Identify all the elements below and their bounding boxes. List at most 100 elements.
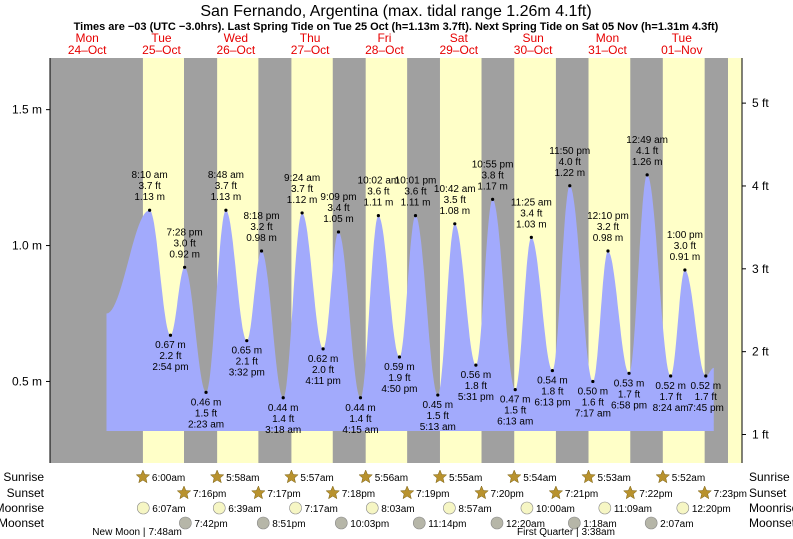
event-time: 5:52am — [672, 473, 705, 484]
sunrise-icon — [506, 469, 522, 484]
event-time: 6:07am — [152, 504, 185, 515]
day-name: Thu — [300, 31, 321, 45]
high-tide-label: 9:09 pm3.4 ft1.05 m — [320, 192, 356, 225]
tide-label-line: 9:09 pm — [320, 192, 356, 203]
high-tide-point — [336, 230, 341, 234]
high-tide-label: 10:01 pm3.6 ft1.11 m — [395, 176, 437, 209]
chart-title: San Fernando, Argentina (max. tidal rang… — [200, 3, 591, 20]
day-name: Mon — [75, 31, 98, 45]
event-time: 7:16pm — [193, 489, 226, 500]
tide-label-line: 0.47 m — [500, 395, 531, 406]
low-tide-point — [704, 374, 708, 378]
low-tide-label: 0.45 m1.5 ft5:13 am — [420, 400, 456, 433]
low-tide-label: 0.54 m1.8 ft6:13 pm — [534, 376, 570, 409]
tide-label-line: 11:50 pm — [549, 146, 590, 157]
low-tide-label: 0.62 m2.0 ft4:11 pm — [305, 354, 340, 387]
tide-label-line: 7:17 am — [575, 408, 611, 419]
daylight-band — [728, 58, 742, 463]
row-label-right: Moonrise — [749, 501, 793, 515]
tide-label-line: 3.6 ft — [367, 187, 389, 198]
tide-label-line: 1.7 ft — [695, 392, 717, 403]
low-tide-label: 0.44 m1.4 ft3:18 am — [265, 403, 301, 436]
high-tide-label: 8:10 am3.7 ft1.13 m — [132, 170, 168, 203]
sunrise-icon — [581, 469, 596, 484]
tide-label-line: 1.03 m — [516, 219, 547, 230]
moonrise-icon — [212, 501, 226, 515]
low-tide-label: 0.53 m1.7 ft6:58 pm — [611, 378, 647, 411]
high-tide-label: 10:42 am3.5 ft1.08 m — [434, 184, 476, 217]
low-tide-point — [669, 374, 673, 378]
day-date: 27–Oct — [291, 43, 330, 57]
tide-label-line: 1.08 m — [439, 206, 470, 217]
tide-label-line: 9:24 am — [284, 173, 320, 184]
moonset-icon — [334, 516, 348, 530]
tide-label-line: 0.59 m — [384, 362, 415, 373]
high-tide-label: 1:00 pm3.0 ft0.91 m — [667, 230, 703, 263]
tide-label-line: 0.91 m — [670, 252, 701, 263]
low-tide-label: 0.59 m1.9 ft4:50 pm — [381, 362, 417, 395]
moon-phase-name: First Quarter | — [517, 527, 579, 538]
low-tide-point — [204, 390, 208, 394]
day-name: Wed — [224, 31, 248, 45]
tide-label-line: 1.5 ft — [427, 411, 449, 422]
event-time: 5:57am — [300, 473, 333, 484]
sunset-icon — [176, 485, 192, 500]
day-name: Sat — [450, 31, 469, 45]
tide-label-line: 3.2 ft — [597, 222, 619, 233]
moonrise-icon — [598, 501, 612, 515]
sun-moon-rows: Sunrise Sunrise 6:00am 5:58am 5:57am 5:56am 5:… — [0, 469, 793, 538]
tide-label-line: 0.44 m — [268, 403, 299, 414]
tide-label-line: 0.52 m — [691, 381, 722, 392]
tide-label-line: 3.6 ft — [404, 187, 426, 198]
moonset-icon — [490, 516, 504, 530]
event-time: 6:00am — [152, 473, 185, 484]
day-date: 24–Oct — [68, 43, 107, 57]
tide-label-line: 0.92 m — [169, 249, 200, 260]
tide-label-line: 1.8 ft — [541, 387, 563, 398]
tide-label-line: 6:58 pm — [611, 400, 647, 411]
tide-label-line: 0.46 m — [191, 397, 222, 408]
tide-label-line: 10:55 pm — [472, 159, 514, 170]
sunset-icon — [697, 485, 712, 500]
event-time: 12:20pm — [692, 504, 731, 515]
moonset-icon — [568, 516, 581, 530]
tide-label-line: 1.4 ft — [272, 414, 294, 425]
chart-subtitle: Times are −03 (UTC −3.0hrs). Last Spring… — [74, 21, 719, 33]
event-time: 7:23pm — [714, 489, 747, 500]
row-label-left: Sunset — [7, 486, 45, 500]
tide-label-line: 1.12 m — [287, 195, 318, 206]
day-name: Sun — [522, 31, 543, 45]
high-tide-label: 12:10 pm3.2 ft0.98 m — [587, 211, 629, 244]
high-tide-label: 11:25 am3.4 ft1.03 m — [511, 197, 552, 230]
moonrise-icon — [520, 501, 534, 515]
tide-label-line: 8:18 pm — [243, 211, 279, 222]
tide-label-line: 0.65 m — [231, 346, 262, 357]
event-time: 12:20am — [506, 519, 545, 530]
event-time: 7:20pm — [491, 489, 524, 500]
sunset-icon — [548, 485, 564, 500]
tide-label-line: 0.52 m — [655, 381, 686, 392]
tide-label-line: 4:50 pm — [381, 384, 417, 395]
high-tide-label: 12:49 am4.1 ft1.26 m — [626, 135, 668, 168]
tide-label-line: 3:18 am — [265, 425, 301, 436]
high-tide-point — [568, 184, 572, 188]
high-tide-point — [645, 173, 649, 177]
tide-label-line: 0.54 m — [537, 376, 568, 387]
tide-label-line: 1.6 ft — [582, 397, 604, 408]
tide-label-line: 12:49 am — [626, 135, 668, 146]
low-tide-point — [513, 388, 517, 392]
tide-label-line: 10:01 pm — [395, 176, 437, 187]
day-date: 30–Oct — [514, 43, 553, 57]
event-time: 10:00am — [536, 504, 575, 515]
tide-label-line: 1:00 pm — [667, 230, 703, 241]
tide-label-line: 0.67 m — [155, 340, 186, 351]
tide-label-line: 3.7 ft — [215, 181, 237, 192]
tide-curve — [106, 174, 714, 431]
tide-label-line: 2:54 pm — [152, 362, 188, 373]
day-name: Tue — [672, 31, 693, 45]
tide-label-line: 1.13 m — [134, 192, 165, 203]
tide-label-line: 1.9 ft — [388, 373, 410, 384]
tide-label-line: 2.1 ft — [236, 357, 258, 368]
low-tide-point — [168, 333, 173, 337]
